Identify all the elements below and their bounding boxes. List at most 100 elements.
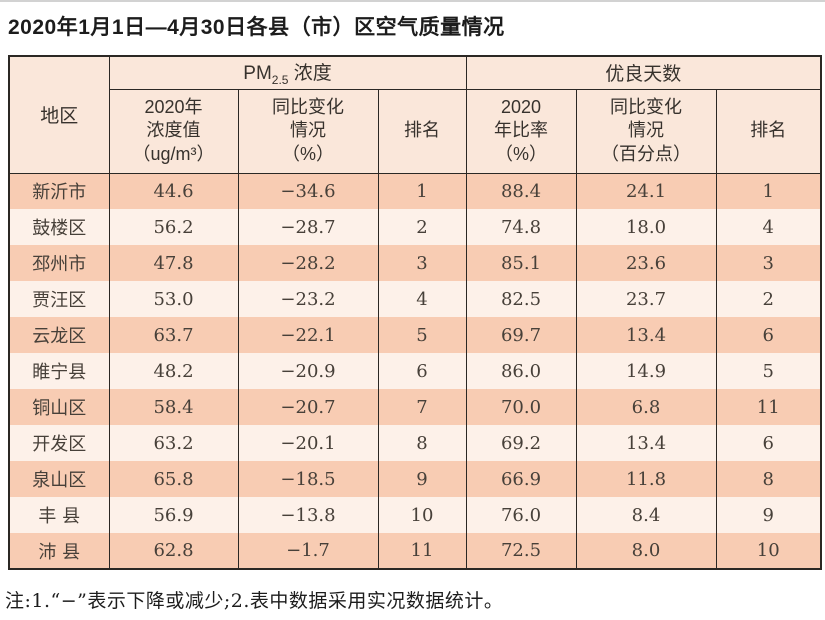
cell-pm-value: 56.2 — [108, 209, 239, 245]
table-row: 泉山区 65.8 −18.5 9 66.9 11.8 8 — [8, 461, 822, 497]
cell-good-rank: 4 — [715, 209, 822, 245]
cell-pm-value: 47.8 — [108, 245, 239, 281]
cell-good-rank: 9 — [715, 497, 822, 533]
cell-pm-change: −1.7 — [237, 533, 379, 569]
cell-pm-value: 63.2 — [108, 425, 239, 461]
cell-pm-rank: 8 — [377, 425, 467, 461]
cell-region: 邳州市 — [8, 245, 110, 281]
table-row: 邳州市 47.8 −28.2 3 85.1 23.6 3 — [8, 245, 822, 281]
cell-good-rank: 2 — [715, 281, 822, 317]
cell-good-change: 14.9 — [575, 353, 717, 389]
header-line: 2020年 — [144, 96, 203, 117]
cell-pm-rank: 5 — [377, 317, 467, 353]
group-header-pm25: PM2.5 浓度 — [108, 56, 467, 90]
header-line: （ug/m³） — [132, 143, 215, 164]
cell-good-rate: 66.9 — [465, 461, 577, 497]
cell-good-rank: 3 — [715, 245, 822, 281]
header-line: （百分点） — [601, 143, 691, 164]
cell-good-rank: 11 — [715, 389, 822, 425]
cell-good-rate: 70.0 — [465, 389, 577, 425]
column-header-region: 地区 — [8, 56, 110, 174]
cell-good-change: 8.0 — [575, 533, 717, 569]
table-row: 新沂市 44.6 −34.6 1 88.4 24.1 1 — [8, 173, 822, 209]
pm25-label-suffix: 浓度 — [288, 63, 332, 85]
cell-pm-rank: 10 — [377, 497, 467, 533]
header-line: 2020 — [500, 96, 542, 117]
cell-good-rate: 74.8 — [465, 209, 577, 245]
cell-pm-value: 44.6 — [108, 173, 239, 209]
cell-good-change: 6.8 — [575, 389, 717, 425]
cell-pm-change: −23.2 — [237, 281, 379, 317]
cell-good-rate: 85.1 — [465, 245, 577, 281]
cell-pm-rank: 4 — [377, 281, 467, 317]
cell-region: 云龙区 — [8, 317, 110, 353]
cell-region: 铜山区 — [8, 389, 110, 425]
cell-pm-change: −28.7 — [237, 209, 379, 245]
table-body: 新沂市 44.6 −34.6 1 88.4 24.1 1 鼓楼区 56.2 −28.7 2 74.8 1… — [8, 173, 822, 569]
cell-good-rate: 86.0 — [465, 353, 577, 389]
cell-good-change: 18.0 — [575, 209, 717, 245]
header-line: （%） — [494, 143, 547, 164]
table-row: 云龙区 63.7 −22.1 5 69.7 13.4 6 — [8, 317, 822, 353]
cell-good-rank: 5 — [715, 353, 822, 389]
cell-pm-value: 48.2 — [108, 353, 239, 389]
air-quality-table: 地区 PM2.5 浓度 优良天数 2020年 浓度值 （ug/m³） 同比变化 … — [8, 55, 822, 570]
cell-good-rate: 69.2 — [465, 425, 577, 461]
cell-pm-change: −13.8 — [237, 497, 379, 533]
cell-pm-rank: 9 — [377, 461, 467, 497]
table-row: 鼓楼区 56.2 −28.7 2 74.8 18.0 4 — [8, 209, 822, 245]
cell-pm-rank: 1 — [377, 173, 467, 209]
table-row: 睢宁县 48.2 −20.9 6 86.0 14.9 5 — [8, 353, 822, 389]
table-row: 开发区 63.2 −20.1 8 69.2 13.4 6 — [8, 425, 822, 461]
table-header: 地区 PM2.5 浓度 优良天数 2020年 浓度值 （ug/m³） 同比变化 … — [8, 56, 822, 174]
cell-good-rank: 6 — [715, 317, 822, 353]
cell-good-rate: 88.4 — [465, 173, 577, 209]
cell-pm-value: 58.4 — [108, 389, 239, 425]
cell-pm-rank: 3 — [377, 245, 467, 281]
column-header-pm-value: 2020年 浓度值 （ug/m³） — [108, 89, 239, 174]
header-line: 情况 — [290, 120, 326, 141]
sub-header-row: 2020年 浓度值 （ug/m³） 同比变化 情况 （%） 排名 2020 年比… — [9, 89, 822, 174]
pm25-label: PM — [243, 63, 272, 85]
cell-pm-change: −20.1 — [237, 425, 379, 461]
column-header-pm-change: 同比变化 情况 （%） — [237, 89, 379, 174]
cell-pm-change: −28.2 — [237, 245, 379, 281]
footnote: 注:1.“−”表示下降或减少;2.表中数据采用实况数据统计。 — [5, 590, 504, 612]
cell-pm-rank: 11 — [377, 533, 467, 569]
cell-good-rate: 82.5 — [465, 281, 577, 317]
header-line: 情况 — [628, 120, 664, 141]
group-header-good-days: 优良天数 — [465, 56, 822, 90]
cell-good-rate: 76.0 — [465, 497, 577, 533]
cell-good-change: 11.8 — [575, 461, 717, 497]
cell-pm-change: −18.5 — [237, 461, 379, 497]
cell-pm-value: 56.9 — [108, 497, 239, 533]
cell-region: 开发区 — [8, 425, 110, 461]
header-line: 同比变化 — [272, 96, 344, 117]
header-line: 年比率 — [494, 120, 548, 141]
column-header-pm-rank: 排名 — [377, 89, 467, 174]
cell-pm-change: −22.1 — [237, 317, 379, 353]
cell-good-rank: 1 — [715, 173, 822, 209]
cell-region: 鼓楼区 — [8, 209, 110, 245]
cell-good-rate: 69.7 — [465, 317, 577, 353]
cell-good-change: 24.1 — [575, 173, 717, 209]
cell-region: 新沂市 — [8, 173, 110, 209]
cell-pm-rank: 7 — [377, 389, 467, 425]
cell-pm-rank: 2 — [377, 209, 467, 245]
cell-region: 泉山区 — [8, 461, 110, 497]
cell-pm-value: 53.0 — [108, 281, 239, 317]
header-line: 浓度值 — [146, 120, 201, 141]
group-header-row: 地区 PM2.5 浓度 优良天数 — [8, 56, 822, 174]
cell-pm-change: −34.6 — [237, 173, 379, 209]
cell-good-rank: 10 — [715, 533, 822, 569]
table-row: 铜山区 58.4 −20.7 7 70.0 6.8 11 — [8, 389, 822, 425]
column-header-good-rank: 排名 — [715, 89, 822, 174]
cell-region: 丰 县 — [8, 497, 110, 533]
cell-good-change: 13.4 — [575, 425, 717, 461]
cell-region: 贾汪区 — [8, 281, 110, 317]
page-title: 2020年1月1日—4月30日各县（市）区空气质量情况 — [8, 16, 505, 39]
cell-pm-value: 62.8 — [108, 533, 239, 569]
cell-good-rank: 6 — [715, 425, 822, 461]
cell-pm-change: −20.9 — [237, 353, 379, 389]
